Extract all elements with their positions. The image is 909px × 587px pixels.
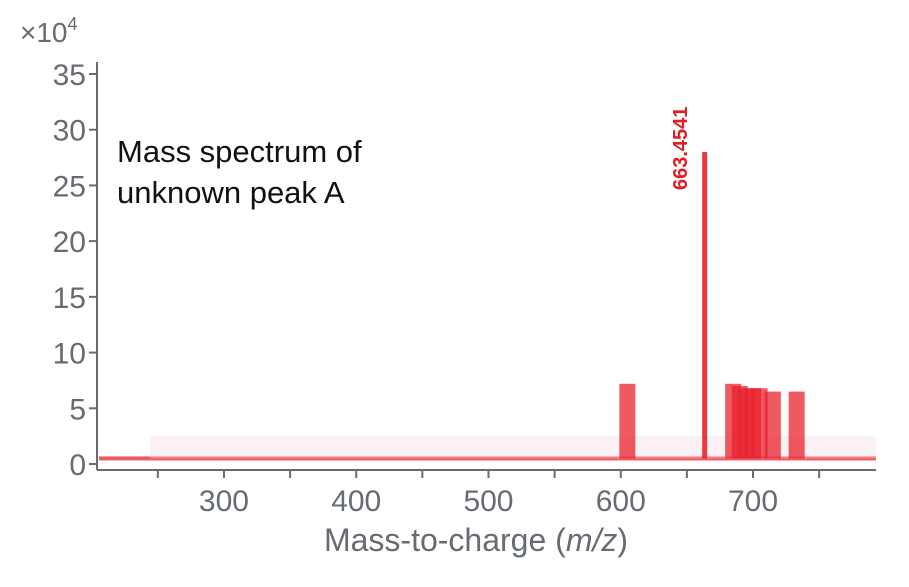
y-tick-label: 20	[53, 226, 86, 259]
baseline-noise	[99, 436, 876, 461]
peak-bar	[764, 391, 781, 459]
x-tick-label: 500	[463, 485, 513, 518]
peak-bar	[619, 383, 636, 459]
annotation-line-2: unknown peak A	[117, 175, 345, 210]
y-tick-label: 30	[53, 115, 86, 148]
y-tick-label: 5	[69, 393, 86, 426]
y-tick-label: 25	[53, 170, 86, 203]
x-tick-label: 600	[596, 485, 646, 518]
baseline	[99, 456, 876, 461]
x-axis-title: Mass-to-charge (m/z)	[324, 522, 628, 558]
peak-bar	[702, 152, 708, 459]
x-tick-label: 400	[331, 485, 381, 518]
y-tick-label: 10	[53, 338, 86, 371]
x-tick-label: 700	[728, 485, 778, 518]
y-tick-label: 15	[53, 282, 86, 315]
peak-bar	[751, 388, 768, 459]
peak-bar	[788, 391, 805, 459]
y-tick-label: 0	[69, 449, 86, 482]
y-multiplier: ×104	[20, 14, 78, 48]
x-tick-label: 300	[199, 485, 249, 518]
annotation-line-1: Mass spectrum of	[117, 134, 362, 169]
peak-label: 663.4541	[670, 107, 692, 190]
peaks	[619, 152, 805, 459]
y-tick-label: 35	[53, 59, 86, 92]
noise-band	[150, 436, 876, 459]
